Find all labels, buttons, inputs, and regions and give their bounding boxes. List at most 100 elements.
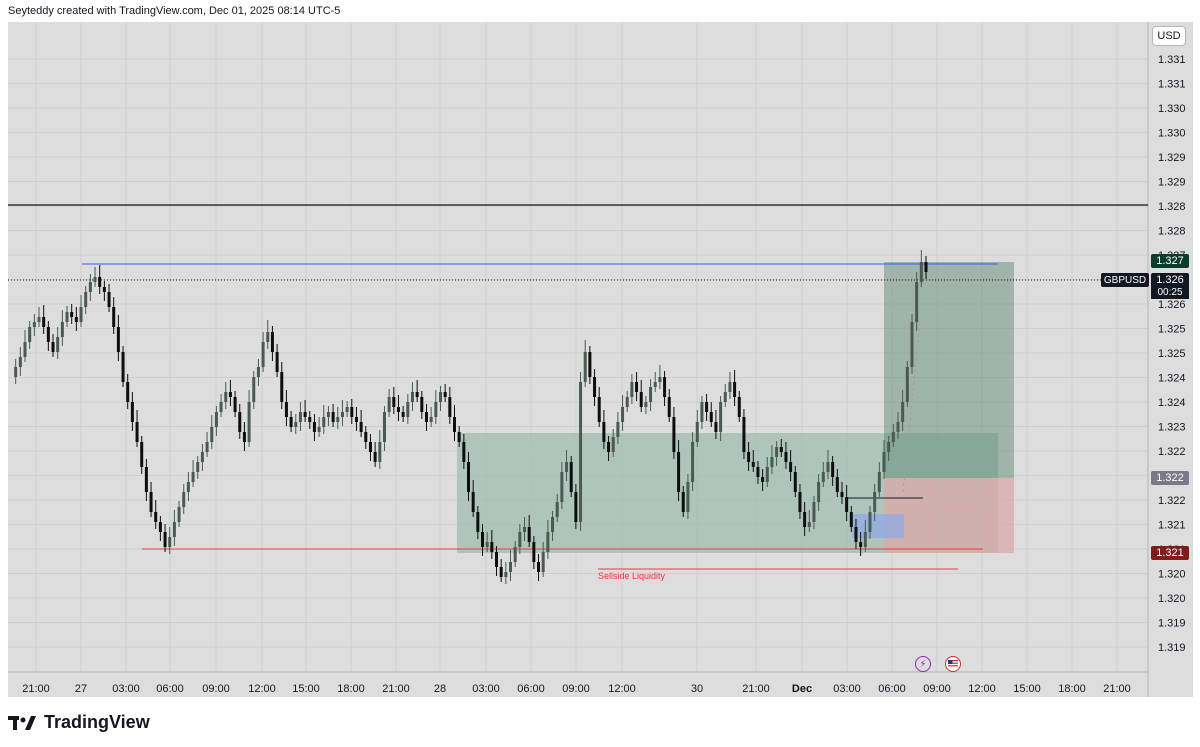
candle-body <box>481 532 485 547</box>
candle-body <box>88 282 92 292</box>
candle-body <box>219 402 223 412</box>
us-flag-icon[interactable] <box>945 656 961 672</box>
time-axis-label: 12:00 <box>968 683 996 695</box>
candle-body <box>891 432 895 442</box>
candle-body <box>214 412 218 427</box>
candle-body <box>331 412 335 422</box>
candle-body <box>499 567 503 577</box>
candle-body <box>387 397 391 412</box>
chart-pane[interactable]: 1.331 1.331 1.330 1.330 1.329 1.329 1.328 1.328… <box>8 22 1193 697</box>
candle-body <box>873 492 877 512</box>
price-axis-label: 1.325 <box>1158 324 1186 336</box>
candle-body <box>98 277 102 287</box>
time-axis-label: 12:00 <box>608 683 636 695</box>
candle-body <box>854 527 858 542</box>
candle-body <box>835 477 839 492</box>
candle-body <box>831 462 835 477</box>
time-axis-label: 12:00 <box>248 683 276 695</box>
candle-body <box>116 327 120 352</box>
time-axis-label: 18:00 <box>337 683 365 695</box>
candle-body <box>392 397 396 407</box>
price-axis-label: 1.322 <box>1158 495 1186 507</box>
candle-body <box>130 402 134 422</box>
candle-body <box>32 322 36 327</box>
price-axis-label: 1.321 <box>1158 520 1186 532</box>
candle-body <box>471 492 475 512</box>
price-chart[interactable]: 1.331 1.331 1.330 1.330 1.329 1.329 1.328 1.328… <box>8 22 1193 697</box>
candle-body <box>551 517 555 532</box>
candle-body <box>588 352 592 377</box>
candle-body <box>420 397 424 412</box>
candle-body <box>46 327 50 342</box>
candle-body <box>882 452 886 472</box>
candle-body <box>485 542 489 547</box>
candle-body <box>686 482 690 512</box>
candle-body <box>723 392 727 402</box>
candle-body <box>261 342 265 367</box>
candle-body <box>793 472 797 492</box>
time-axis-label: 21:00 <box>382 683 410 695</box>
candle-body <box>28 327 32 342</box>
time-axis-label: Dec <box>792 683 812 695</box>
candle-body <box>303 412 307 417</box>
candle-body <box>112 307 116 327</box>
price-axis-label: 1.325 <box>1158 348 1186 360</box>
candle-body <box>210 427 214 442</box>
candle-body <box>354 417 358 422</box>
candle-body <box>719 402 723 432</box>
candle-body <box>51 342 55 352</box>
candle-body <box>121 352 125 382</box>
candle-body <box>378 442 382 462</box>
time-axis-label: 27 <box>75 683 87 695</box>
lightning-icon[interactable]: ⚡ <box>915 656 931 672</box>
candle-body <box>630 382 634 397</box>
brand-name: TradingView <box>44 712 150 732</box>
candle-body <box>565 462 569 472</box>
candle-body <box>350 407 354 417</box>
candle-body <box>541 552 545 572</box>
candle-body <box>574 492 578 522</box>
candle-body <box>789 462 793 472</box>
candle-body <box>163 532 167 547</box>
candle-body <box>14 367 18 377</box>
candle-body <box>597 397 601 422</box>
order-block <box>852 514 904 538</box>
candle-body <box>382 412 386 442</box>
candle-body <box>639 392 643 407</box>
candle-body <box>672 417 676 452</box>
candle-body <box>247 402 251 442</box>
sellside-liquidity-label: Sellside Liquidity <box>598 571 666 581</box>
candle-body <box>775 447 779 457</box>
time-axis-label: 03:00 <box>112 683 140 695</box>
candle-body <box>345 407 349 412</box>
candle-body <box>224 392 228 402</box>
candle-body <box>457 432 461 442</box>
time-axis-label: 09:00 <box>923 683 951 695</box>
candle-body <box>443 392 447 397</box>
candle-body <box>23 342 27 357</box>
candle-body <box>826 462 830 472</box>
candle-body <box>238 412 242 432</box>
candle-body <box>396 407 400 412</box>
candle-body <box>256 367 260 377</box>
candle-body <box>859 542 863 547</box>
price-axis-label: 1.319 <box>1158 642 1186 654</box>
candle-body <box>611 437 615 452</box>
candle-body <box>275 352 279 372</box>
bar-countdown: 00:25 <box>1151 286 1189 299</box>
candle-body <box>340 412 344 417</box>
candle-body <box>798 492 802 512</box>
candle-body <box>602 422 606 442</box>
candle-body <box>868 512 872 532</box>
candle-body <box>737 397 741 417</box>
candle-body <box>289 417 293 427</box>
currency-button[interactable]: USD <box>1152 26 1186 46</box>
candle-body <box>658 377 662 382</box>
candle-body <box>513 547 517 562</box>
tradingview-logo[interactable]: TradingView <box>8 712 150 733</box>
candle-body <box>784 452 788 462</box>
candle-body <box>905 367 909 402</box>
candle-body <box>312 422 316 432</box>
candle-body <box>527 527 531 542</box>
candle-body <box>770 457 774 467</box>
